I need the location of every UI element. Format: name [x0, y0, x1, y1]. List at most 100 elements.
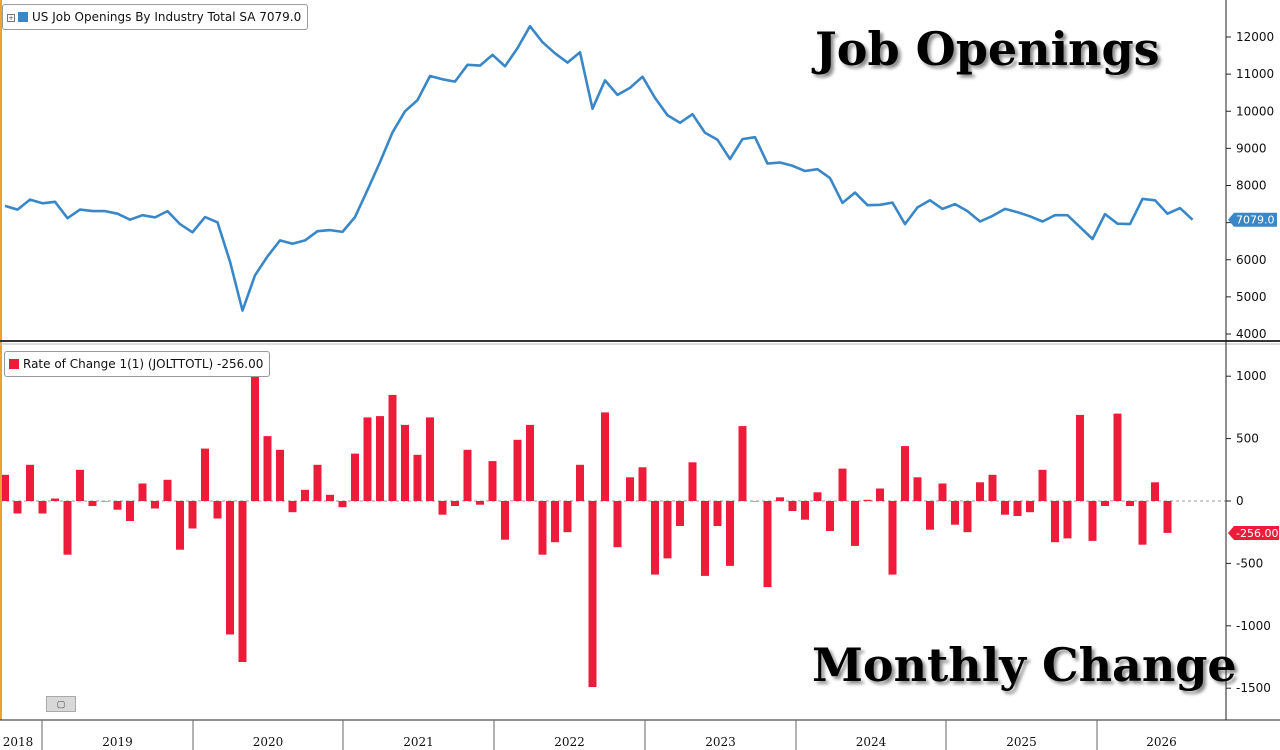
monthly-change-bar	[326, 494, 334, 501]
monthly-change-bar	[676, 501, 684, 526]
monthly-change-bar	[513, 439, 522, 501]
monthly-change-bar	[726, 501, 734, 566]
monthly-change-bar	[338, 501, 347, 508]
monthly-change-bar	[226, 501, 234, 635]
left-accent-bar	[0, 0, 2, 720]
top-y-tick-label: 8000	[1236, 179, 1267, 193]
monthly-change-bar	[1138, 501, 1147, 545]
bottom-y-tick-label: -500	[1236, 556, 1263, 570]
monthly-change-bar	[913, 477, 922, 501]
x-year-label: 2024	[856, 735, 887, 749]
monthly-change-bar	[288, 501, 297, 513]
monthly-change-bar	[438, 501, 447, 515]
job-openings-line	[4, 24, 1194, 312]
monthly-change-bar	[126, 501, 134, 521]
top-chart-title: Job Openings	[815, 22, 1160, 76]
monthly-change-bar	[1, 474, 9, 501]
bar-swatch-icon	[9, 359, 19, 369]
x-year-label: 2020	[253, 735, 284, 749]
monthly-change-bar	[101, 501, 109, 502]
monthly-change-bar	[501, 501, 509, 540]
bottom-chart-title: Monthly Change	[812, 638, 1237, 692]
monthly-change-bar	[951, 501, 959, 525]
monthly-change-bar	[76, 469, 84, 501]
monthly-change-bar	[663, 501, 672, 559]
monthly-change-bar	[1026, 501, 1034, 513]
monthly-change-bar	[1076, 414, 1084, 501]
monthly-change-bar	[88, 501, 97, 506]
monthly-change-bar	[1051, 501, 1059, 543]
monthly-change-bar	[176, 501, 184, 550]
monthly-change-bar	[713, 501, 722, 526]
top-y-tick-label: 4000	[1236, 327, 1267, 341]
monthly-change-bar	[313, 464, 322, 501]
monthly-change-bar	[63, 501, 72, 555]
job-openings-plot	[4, 24, 1194, 312]
bottom-y-tick-label: 0	[1236, 494, 1244, 508]
top-last-value-tag	[1228, 212, 1277, 227]
monthly-change-bar	[26, 464, 34, 501]
bottom-y-tick-label: 500	[1236, 432, 1259, 446]
monthly-change-bar	[1038, 469, 1047, 501]
monthly-change-bar	[138, 483, 147, 501]
top-y-tick-label: 9000	[1236, 141, 1267, 155]
bottom-last-value-label: -256.00	[1236, 527, 1278, 540]
monthly-change-bar	[688, 462, 697, 501]
monthly-change-bar	[888, 501, 897, 575]
bottom-legend[interactable]: Rate of Change 1(1) (JOLTTOTL) -256.00	[4, 351, 271, 377]
top-legend[interactable]: + US Job Openings By Industry Total SA 70…	[2, 4, 309, 30]
monthly-change-bar	[1001, 501, 1009, 515]
bottom-y-tick-label: -1500	[1236, 681, 1271, 695]
monthly-change-bar	[51, 498, 59, 501]
monthly-change-bar	[1113, 413, 1122, 501]
top-legend-label: US Job Openings By Industry Total SA 707…	[32, 10, 302, 24]
monthly-change-bar	[826, 501, 834, 531]
monthly-change-bar	[876, 488, 884, 501]
monthly-change-bar	[588, 501, 597, 687]
top-y-tick-label: 5000	[1236, 290, 1267, 304]
expand-square-icon[interactable]: +	[7, 14, 15, 22]
monthly-change-bar	[1063, 501, 1072, 539]
monthly-change-bar	[451, 501, 459, 506]
monthly-change-bar	[213, 501, 222, 519]
monthly-change-bar	[963, 501, 972, 533]
monthly-change-bar	[276, 449, 284, 501]
monthly-change-bar	[988, 474, 997, 501]
monthly-change-bar	[538, 501, 547, 555]
monthly-change-bar	[188, 501, 197, 529]
monthly-change-bar	[163, 479, 172, 501]
monthly-change-bar	[476, 501, 484, 505]
monthly-change-bar	[263, 436, 272, 501]
monthly-change-bar	[801, 501, 809, 520]
top-y-tick-label: 12000	[1236, 30, 1274, 44]
x-year-label: 2019	[102, 735, 133, 749]
monthly-change-bar	[251, 376, 259, 501]
monthly-change-bar	[38, 501, 47, 514]
monthly-change-bar	[626, 477, 634, 501]
monthly-change-bar	[113, 501, 122, 510]
chart-toggle-icon[interactable]: ▢	[46, 696, 76, 712]
monthly-change-bar	[488, 461, 497, 501]
monthly-change-bar	[151, 501, 159, 509]
monthly-change-bar	[463, 449, 472, 501]
monthly-change-bar	[526, 424, 534, 501]
monthly-change-bar	[863, 499, 872, 501]
monthly-change-bar	[301, 489, 309, 501]
monthly-change-bar	[838, 468, 847, 501]
monthly-change-bar	[1151, 482, 1159, 501]
monthly-change-bar	[763, 501, 772, 588]
top-y-tick-label: 11000	[1236, 67, 1274, 81]
monthly-change-bar	[13, 501, 22, 514]
monthly-change-bar	[926, 501, 934, 530]
bottom-y-tick-label: 1000	[1236, 369, 1267, 383]
monthly-change-bar	[1126, 501, 1134, 506]
bottom-legend-label: Rate of Change 1(1) (JOLTTOTL) -256.00	[23, 357, 264, 371]
monthly-change-bar	[1101, 501, 1109, 506]
top-y-tick-label: 6000	[1236, 253, 1267, 267]
x-year-label: 2021	[403, 735, 434, 749]
monthly-change-bar	[788, 501, 797, 511]
monthly-change-bar	[551, 501, 559, 543]
monthly-change-bar	[388, 394, 397, 501]
monthly-change-bar	[1013, 501, 1022, 516]
